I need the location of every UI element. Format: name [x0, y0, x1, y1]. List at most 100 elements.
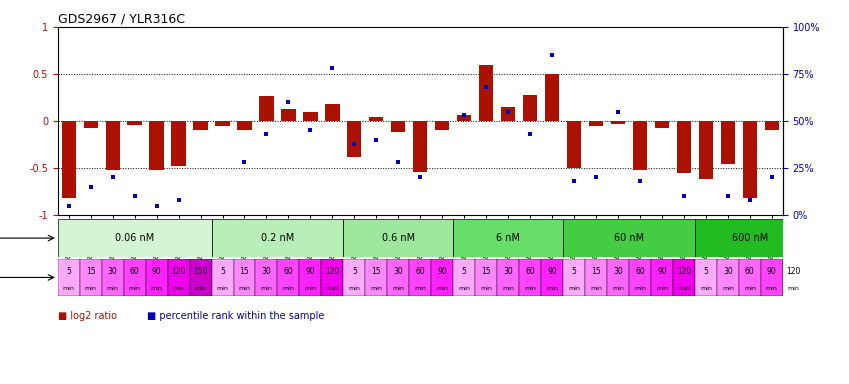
Text: min: min	[129, 286, 141, 291]
Text: 90: 90	[657, 268, 666, 276]
Bar	[435, 121, 449, 130]
Bar	[238, 121, 251, 130]
Bar	[171, 121, 186, 166]
Bar	[322, 259, 343, 296]
Text: 60: 60	[415, 268, 425, 276]
Text: min: min	[85, 286, 97, 291]
Point	[171, 197, 185, 203]
Bar	[211, 219, 343, 257]
Bar	[369, 117, 384, 121]
Bar	[567, 121, 582, 168]
Text: min: min	[568, 286, 580, 291]
Bar	[743, 121, 757, 198]
Text: min: min	[194, 286, 206, 291]
Point	[523, 131, 537, 137]
Text: min: min	[546, 286, 558, 291]
Text: min: min	[370, 286, 382, 291]
Bar	[501, 107, 515, 121]
Bar	[717, 259, 739, 296]
Text: min: min	[766, 286, 778, 291]
Text: 120: 120	[677, 268, 691, 276]
Text: min: min	[634, 286, 646, 291]
Point	[678, 193, 691, 199]
Text: 60: 60	[635, 268, 645, 276]
Text: 90: 90	[767, 268, 777, 276]
Bar	[655, 121, 669, 129]
Point	[304, 127, 318, 133]
Bar	[783, 259, 805, 296]
Text: 60 nM: 60 nM	[614, 233, 644, 243]
Text: min: min	[612, 286, 624, 291]
Text: min: min	[172, 286, 184, 291]
Text: 90: 90	[548, 268, 557, 276]
Bar	[739, 259, 761, 296]
Point	[260, 131, 273, 137]
Bar	[365, 259, 387, 296]
Text: min: min	[436, 286, 448, 291]
Text: min: min	[348, 286, 360, 291]
Bar	[216, 121, 230, 126]
Text: ■ percentile rank within the sample: ■ percentile rank within the sample	[147, 311, 324, 321]
Bar	[431, 259, 453, 296]
Text: 5: 5	[66, 268, 71, 276]
Text: GDS2967 / YLR316C: GDS2967 / YLR316C	[58, 13, 185, 26]
Text: 15: 15	[86, 268, 95, 276]
Text: 30: 30	[393, 268, 403, 276]
Point	[721, 193, 734, 199]
Bar	[300, 259, 322, 296]
Bar	[303, 111, 318, 121]
Point	[413, 174, 427, 180]
Bar	[194, 121, 208, 130]
Bar	[498, 259, 519, 296]
Bar	[651, 259, 673, 296]
Text: 30: 30	[613, 268, 623, 276]
Point	[106, 174, 120, 180]
Text: min: min	[590, 286, 602, 291]
Bar	[58, 219, 211, 257]
Bar	[146, 259, 167, 296]
Point	[62, 203, 76, 209]
Point	[765, 174, 779, 180]
Text: min: min	[392, 286, 404, 291]
Bar	[259, 96, 273, 121]
Text: 5: 5	[571, 268, 576, 276]
Text: min: min	[503, 286, 514, 291]
Point	[128, 193, 142, 199]
Text: min: min	[481, 286, 492, 291]
Bar	[62, 121, 76, 198]
Bar	[83, 121, 98, 129]
Text: 90: 90	[152, 268, 161, 276]
Text: 60: 60	[526, 268, 535, 276]
Bar	[721, 121, 735, 164]
Text: min: min	[414, 286, 426, 291]
Bar	[589, 121, 603, 126]
Text: 30: 30	[503, 268, 513, 276]
Bar	[765, 121, 779, 130]
Bar	[189, 259, 211, 296]
Bar	[607, 259, 629, 296]
Point	[369, 137, 383, 143]
Text: 15: 15	[481, 268, 491, 276]
Point	[611, 108, 625, 114]
Text: min: min	[722, 286, 734, 291]
Text: 60: 60	[130, 268, 139, 276]
Text: 120: 120	[786, 268, 801, 276]
Bar	[413, 121, 427, 172]
Text: min: min	[239, 286, 250, 291]
Bar	[325, 104, 340, 121]
Bar	[58, 259, 80, 296]
Point	[84, 184, 98, 190]
Bar	[563, 219, 694, 257]
Text: min: min	[678, 286, 690, 291]
Bar	[629, 259, 651, 296]
Bar	[127, 121, 142, 125]
Text: 5: 5	[220, 268, 225, 276]
Bar	[677, 121, 691, 173]
Bar	[102, 259, 124, 296]
Bar	[479, 65, 493, 121]
Bar	[105, 121, 120, 170]
Text: 150: 150	[194, 268, 208, 276]
Text: 5: 5	[351, 268, 357, 276]
Text: 30: 30	[261, 268, 272, 276]
Point	[567, 178, 581, 184]
